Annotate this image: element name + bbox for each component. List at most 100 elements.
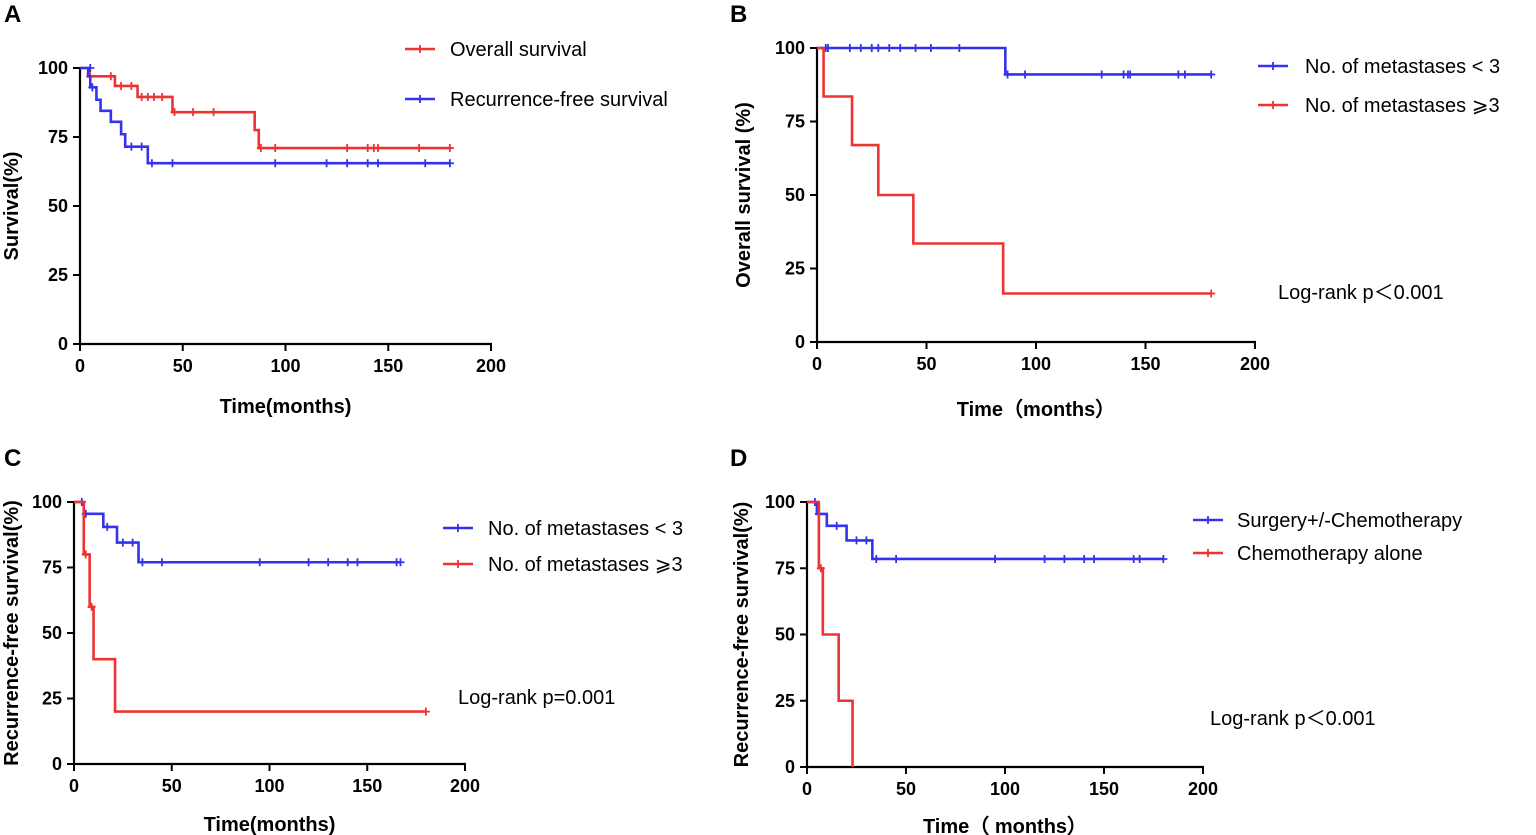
- panel-label: D: [730, 445, 747, 472]
- censor-mark: [128, 538, 137, 547]
- km-curve: [807, 500, 854, 767]
- legend-marker: [416, 45, 424, 53]
- y-tick-label: 0: [52, 754, 62, 774]
- y-tick-label: 100: [38, 58, 68, 78]
- censor-mark: [1040, 554, 1049, 563]
- censor-mark: [445, 159, 454, 168]
- censor-mark: [343, 159, 352, 168]
- legend-marker: [1204, 549, 1212, 557]
- legend-item: Recurrence-free survival: [405, 89, 668, 111]
- y-tick-label: 25: [48, 265, 68, 285]
- x-tick-label: 100: [990, 779, 1020, 799]
- y-axis-title: Overall survival (%): [733, 102, 755, 288]
- censor-mark: [955, 44, 964, 52]
- censor-mark: [168, 159, 177, 168]
- censor-mark: [127, 142, 136, 151]
- y-tick-label: 0: [795, 332, 805, 352]
- y-axis-title: Recurrence-free survival(%): [1, 500, 23, 766]
- censor-mark: [415, 144, 424, 153]
- censor-mark: [322, 159, 331, 168]
- censor-mark: [137, 142, 146, 151]
- y-tick-label: 50: [48, 196, 68, 216]
- legend-item: No. of metastases < 3: [1258, 56, 1500, 78]
- censor-mark: [1207, 289, 1216, 298]
- y-tick-label: 75: [48, 127, 68, 147]
- y-axis-title: Survival(%): [1, 152, 23, 261]
- legend-item: Overall survival: [405, 39, 587, 61]
- x-tick-label: 50: [896, 779, 916, 799]
- log-rank-annotation: Log-rank p＜0.001: [1278, 282, 1444, 304]
- x-tick-label: 100: [254, 776, 284, 796]
- legend-label: Chemotherapy alone: [1237, 543, 1423, 565]
- legend-marker: [1204, 516, 1212, 524]
- censor-mark: [106, 72, 115, 81]
- panel-label: A: [4, 1, 21, 28]
- x-tick-label: 100: [270, 356, 300, 376]
- censor-mark: [885, 44, 894, 52]
- censor-mark: [86, 64, 95, 72]
- censor-mark: [1135, 554, 1144, 563]
- legend-label: Recurrence-free survival: [450, 89, 668, 111]
- censor-mark: [832, 521, 841, 530]
- censor-mark: [421, 707, 430, 716]
- censor-mark: [324, 558, 333, 567]
- panel-a: A 0 50 100 150 200 0 25 50 75 100 Time(months) Survi…: [1, 1, 668, 418]
- x-tick-label: 100: [1021, 354, 1051, 374]
- censor-mark: [304, 558, 313, 567]
- y-tick-label: 50: [785, 185, 805, 205]
- censor-mark: [1180, 70, 1189, 79]
- x-tick-label: 150: [1130, 354, 1160, 374]
- censor-mark: [255, 558, 264, 567]
- censor-mark: [170, 108, 179, 117]
- censor-mark: [209, 108, 218, 117]
- log-rank-annotation: Log-rank p＜0.001: [1210, 708, 1376, 730]
- x-tick-label: 50: [173, 356, 193, 376]
- x-tick-label: 200: [450, 776, 480, 796]
- km-curve: [817, 46, 1212, 295]
- legend-item: No. of metastases ⩾3: [1258, 95, 1500, 117]
- censor-mark: [421, 159, 430, 168]
- censor-mark: [445, 144, 454, 153]
- legend-marker: [1269, 62, 1277, 70]
- censor-mark: [396, 558, 405, 567]
- legend-label: No. of metastases < 3: [1305, 56, 1500, 78]
- censor-mark: [1207, 70, 1216, 79]
- censor-mark: [157, 558, 166, 567]
- panel-label: C: [4, 445, 21, 472]
- censor-mark: [189, 108, 198, 117]
- x-tick-label: 200: [1188, 779, 1218, 799]
- x-tick-label: 50: [162, 776, 182, 796]
- censor-mark: [856, 44, 865, 52]
- x-tick-label: 0: [802, 779, 812, 799]
- censor-mark: [87, 602, 96, 611]
- x-axis-title: Time(months): [220, 396, 352, 418]
- series-2: [80, 64, 454, 168]
- y-tick-label: 50: [42, 623, 62, 643]
- y-tick-label: 75: [775, 558, 795, 578]
- series-1: [817, 44, 1216, 79]
- legend-marker: [416, 95, 424, 103]
- legend-label: Overall survival: [450, 39, 587, 61]
- censor-mark: [926, 44, 935, 52]
- legend-marker: [1269, 101, 1277, 109]
- panel-label: B: [730, 1, 747, 28]
- y-tick-label: 25: [42, 689, 62, 709]
- legend-label: Surgery+/-Chemotherapy: [1237, 510, 1462, 532]
- censor-mark: [81, 550, 90, 559]
- x-tick-label: 150: [1089, 779, 1119, 799]
- censor-mark: [872, 554, 881, 563]
- legend-label: No. of metastases ⩾3: [488, 554, 683, 576]
- y-tick-label: 75: [785, 112, 805, 132]
- censor-mark: [256, 144, 265, 153]
- y-tick-label: 0: [58, 334, 68, 354]
- series-1: [807, 498, 1168, 563]
- censor-mark: [353, 558, 362, 567]
- x-tick-label: 0: [75, 356, 85, 376]
- censor-mark: [1090, 554, 1099, 563]
- censor-mark: [862, 536, 871, 545]
- series-2: [74, 500, 430, 716]
- censor-mark: [1080, 554, 1089, 563]
- y-tick-label: 25: [775, 691, 795, 711]
- censor-mark: [88, 83, 97, 92]
